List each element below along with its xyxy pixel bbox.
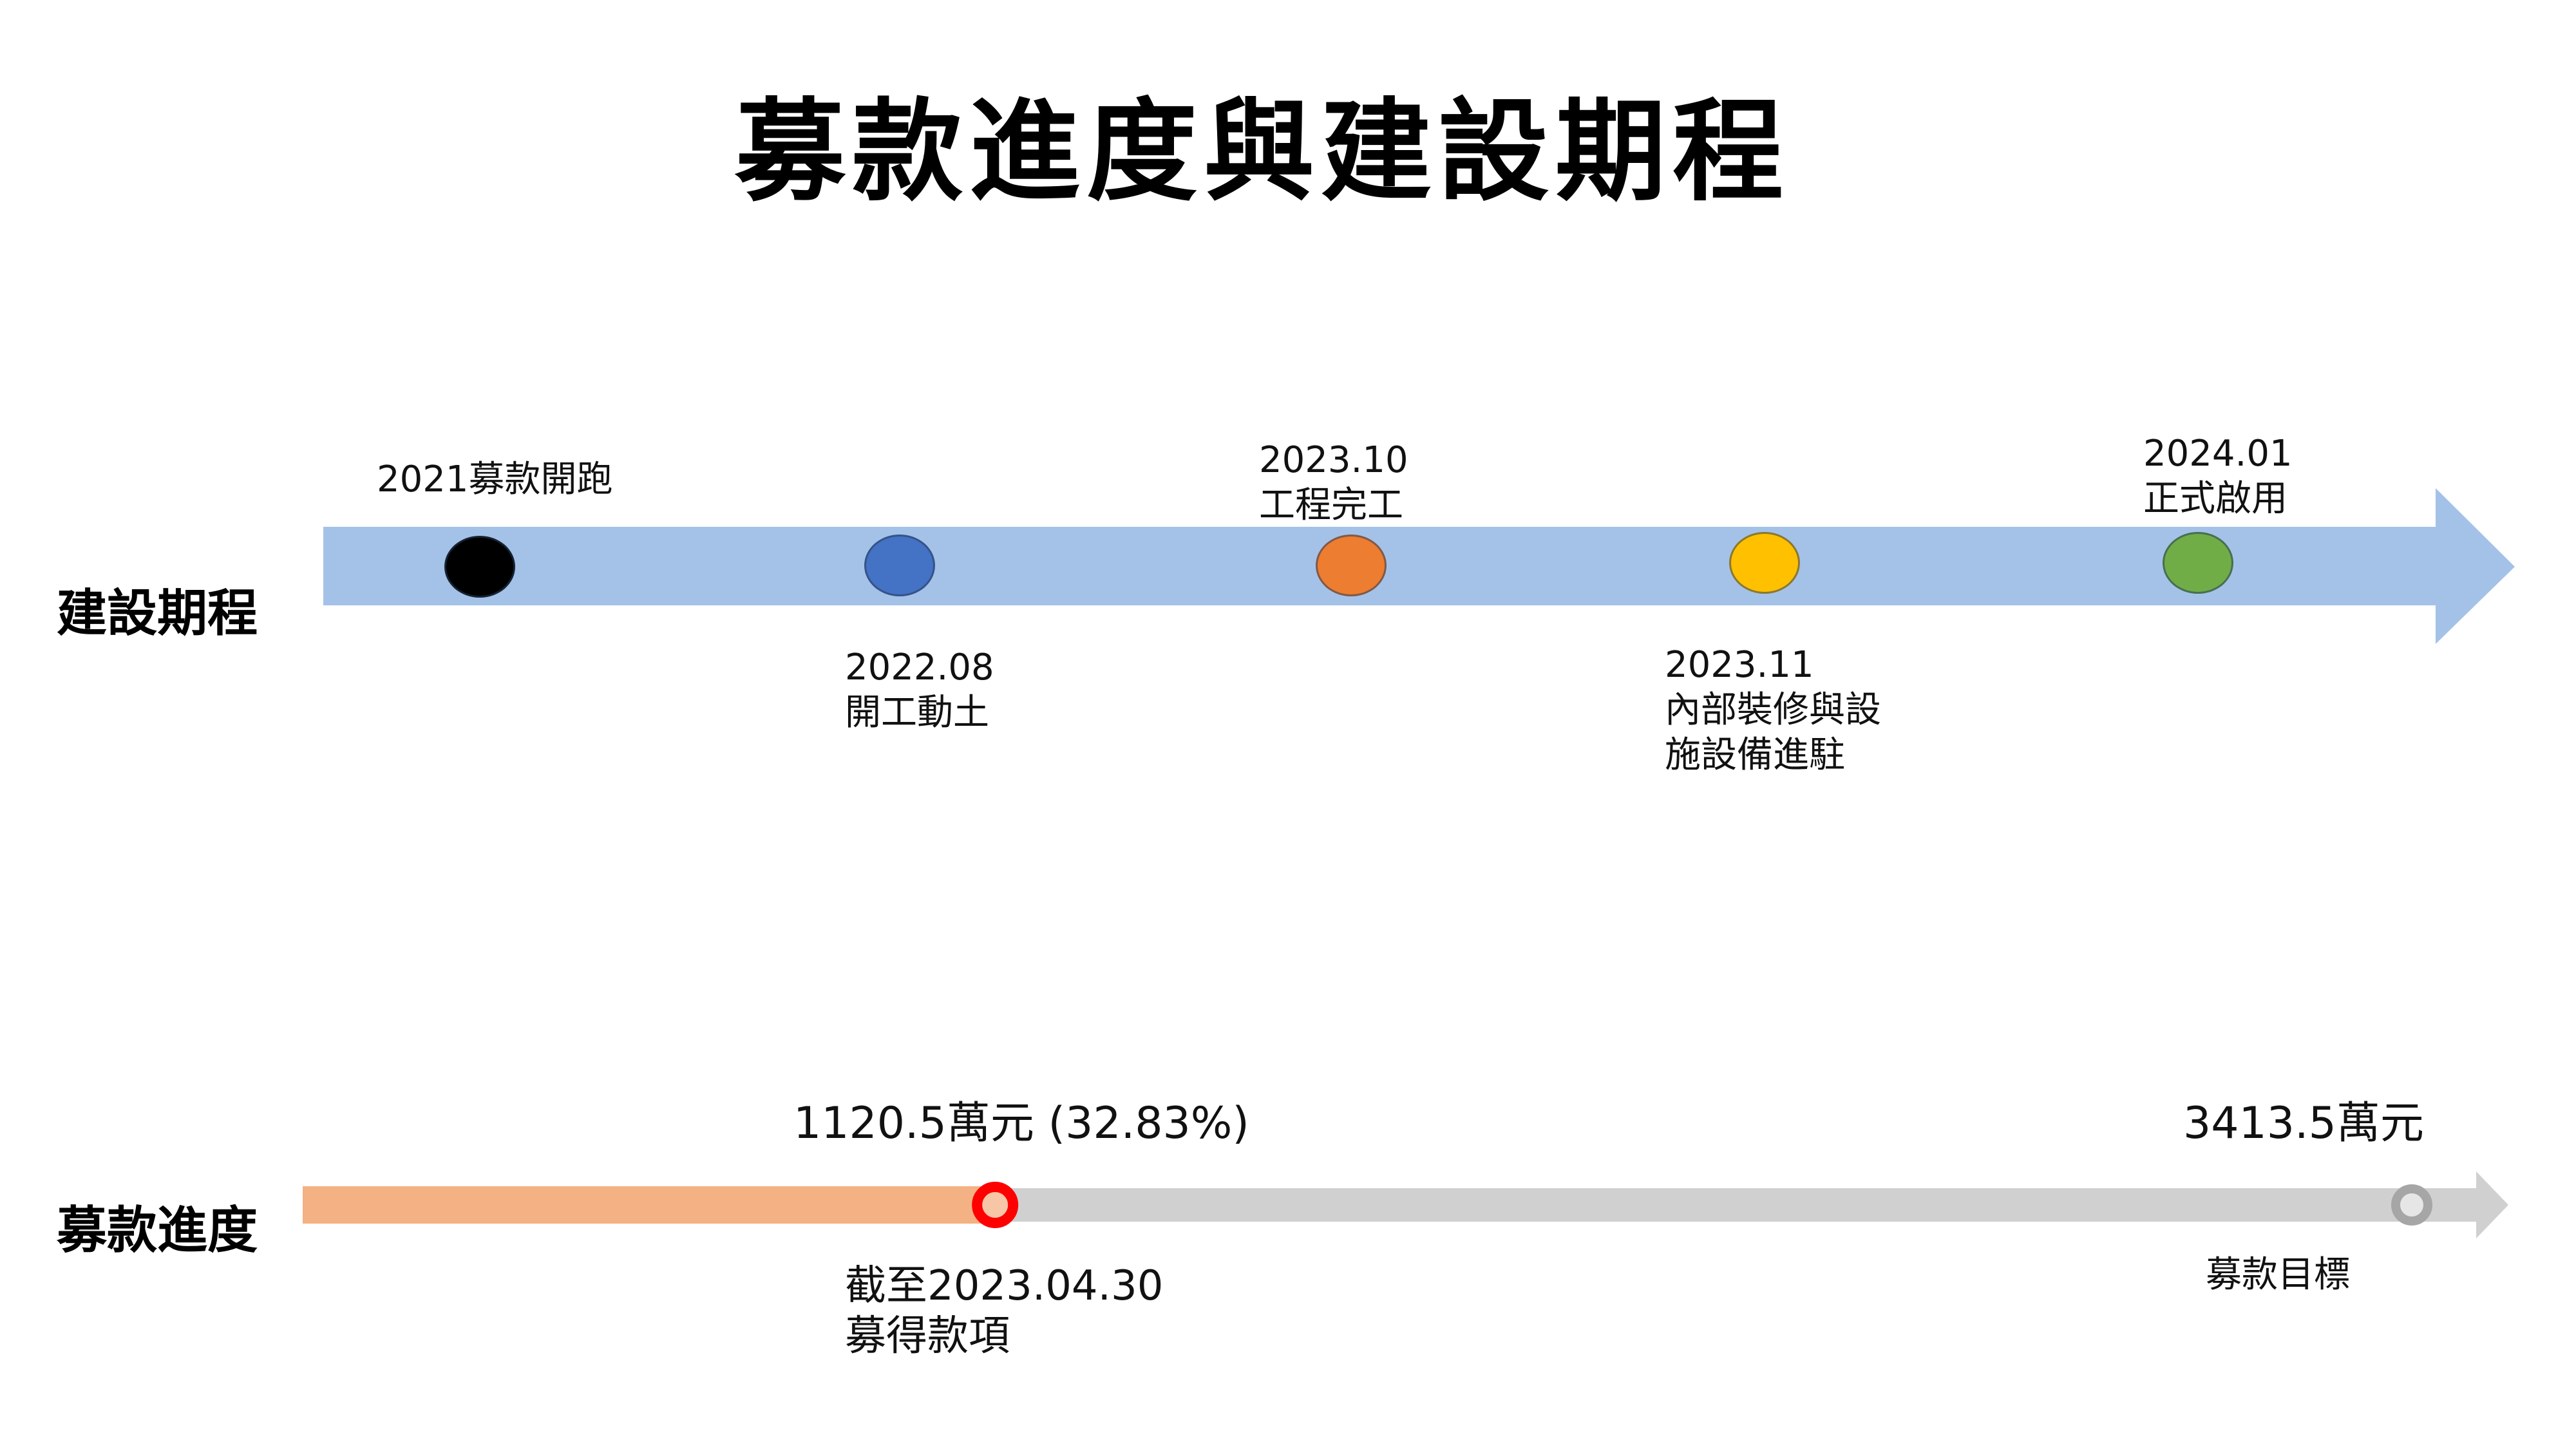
milestone-text: 開工動土 (845, 692, 989, 734)
fundraising-bar-group (303, 1171, 2508, 1238)
milestone-dot-2021 (444, 536, 515, 598)
milestone-date: 2023.11 (1665, 644, 1814, 686)
milestone-date: 2023.10 (1259, 439, 1408, 481)
milestone-text: 工程完工 (1259, 484, 1403, 526)
milestone-date: 2022.08 (845, 647, 994, 688)
milestone-dot-2022-08 (864, 535, 935, 596)
as-of-line1: 截至2023.04.30 (845, 1262, 1164, 1310)
fundraising-filled-bar (303, 1186, 996, 1224)
milestone-label-2021: 2021募款開跑 (377, 457, 613, 502)
milestone-label-2023-11: 2023.11 內部裝修與設 施設備進駐 (1665, 643, 1881, 778)
page-title: 募款進度與建設期程 (735, 87, 1790, 216)
raised-amount-label: 1120.5萬元 (32.83%) (793, 1098, 1249, 1149)
milestone-dot-2024-01 (2163, 532, 2233, 594)
milestone-label-2024-01: 2024.01 正式啟用 (2143, 431, 2293, 522)
schedule-row-label: 建設期程 (57, 585, 258, 643)
milestone-date: 2024.01 (2143, 433, 2293, 475)
milestone-dot-2023-10 (1316, 535, 1387, 596)
goal-amount-label: 3413.5萬元 (2183, 1098, 2424, 1149)
goal-marker (2391, 1184, 2432, 1226)
milestone-dot-2023-11 (1729, 532, 1800, 594)
milestone-text-line2: 施設備進駐 (1665, 734, 1845, 776)
milestone-label-2022-08: 2022.08 開工動土 (845, 645, 994, 735)
goal-caption: 募款目標 (2206, 1254, 2350, 1296)
milestone-date: 2021 (377, 459, 469, 500)
milestone-label-2023-10: 2023.10 工程完工 (1259, 438, 1408, 528)
schedule-arrow (323, 488, 2515, 644)
as-of-line2: 募得款項 (845, 1312, 1010, 1360)
current-progress-marker (972, 1182, 1019, 1228)
milestone-text: 正式啟用 (2143, 478, 2287, 520)
milestone-text-line1: 內部裝修與設 (1665, 689, 1881, 731)
as-of-caption: 截至2023.04.30 募得款項 (845, 1261, 1163, 1361)
milestone-text: 募款開跑 (468, 459, 613, 500)
fundraising-row-label: 募款進度 (57, 1202, 258, 1260)
